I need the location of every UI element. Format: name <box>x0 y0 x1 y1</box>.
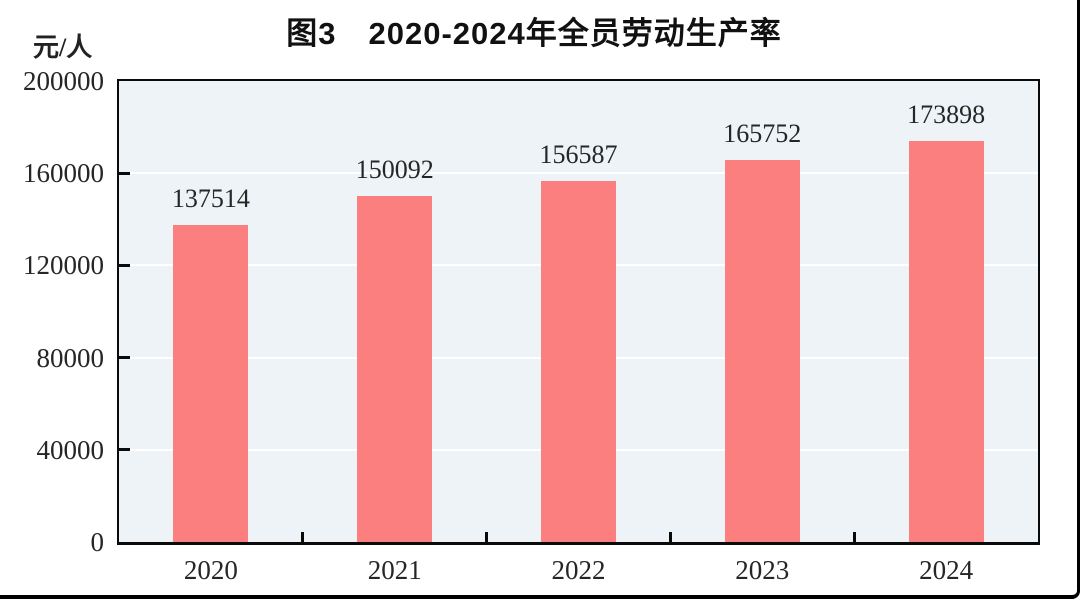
bar-value-label-2023: 165752 <box>723 118 802 148</box>
y-axis-unit-label: 元/人 <box>33 33 93 62</box>
bar-2021 <box>357 196 433 542</box>
x-axis-tick-1 <box>301 532 305 542</box>
x-axis-tick-2 <box>485 532 489 542</box>
bar-2020 <box>173 225 249 542</box>
x-axis-category-label-2020: 2020 <box>183 555 238 585</box>
x-axis-category-label-2024: 2024 <box>919 555 974 585</box>
x-axis-tick-4 <box>852 532 856 542</box>
chart-title: 图3 2020-2024年全员劳动生产率 <box>286 16 782 51</box>
bar-value-label-2024: 173898 <box>907 100 986 130</box>
y-axis-tick-120000 <box>119 263 130 267</box>
plot-area: 137514 150092 156587 165752 173898 <box>117 79 1040 545</box>
y-axis-tick-80000 <box>119 356 130 360</box>
y-axis-tick-label-40000: 40000 <box>36 434 105 465</box>
y-axis-tick-label-200000: 200000 <box>23 66 104 96</box>
y-axis-tick-label-160000: 160000 <box>23 158 104 189</box>
y-axis-tick-label-80000: 80000 <box>36 342 105 373</box>
bar-2023 <box>724 159 800 542</box>
x-axis-category-label-2021: 2021 <box>367 555 422 585</box>
x-axis-tick-3 <box>668 532 672 542</box>
bar-value-label-2020: 137514 <box>171 184 250 214</box>
bar-2022 <box>541 181 616 542</box>
bar-value-label-2021: 150092 <box>355 155 434 185</box>
y-axis-tick-label-120000: 120000 <box>23 250 104 281</box>
y-axis-tick-label-0: 0 <box>90 527 105 557</box>
bar-2024 <box>908 141 984 542</box>
x-axis-category-label-2022: 2022 <box>551 555 606 585</box>
y-axis-tick-40000 <box>119 448 130 452</box>
gridline-160000 <box>119 172 1038 175</box>
x-axis-category-label-2023: 2023 <box>735 555 790 585</box>
bar-value-label-2022: 156587 <box>539 140 618 170</box>
y-axis-tick-160000 <box>119 171 130 175</box>
